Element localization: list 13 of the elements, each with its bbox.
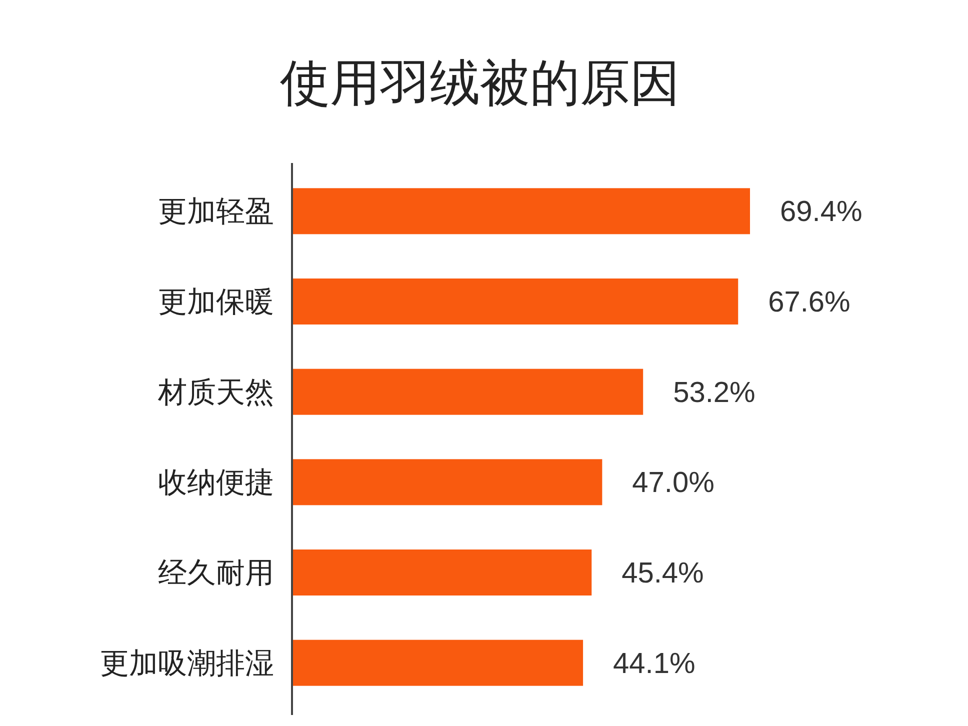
category-label: 更加吸潮排湿 (100, 648, 274, 680)
data-label: 45.4% (622, 558, 704, 590)
data-label: 69.4% (780, 196, 862, 228)
category-label: 经久耐用 (158, 558, 274, 590)
category-label: 更加轻盈 (158, 196, 274, 228)
title: 使用羽绒被的原因 (280, 55, 680, 111)
category-label: 收纳便捷 (158, 467, 274, 500)
data-label: 53.2% (673, 376, 756, 409)
category-label: 更加保暖 (158, 286, 274, 318)
data-label: 67.6% (768, 286, 850, 318)
category-label: 材质天然 (158, 376, 274, 409)
data-label: 44.1% (613, 648, 696, 680)
data-label: 47.0% (632, 467, 714, 500)
